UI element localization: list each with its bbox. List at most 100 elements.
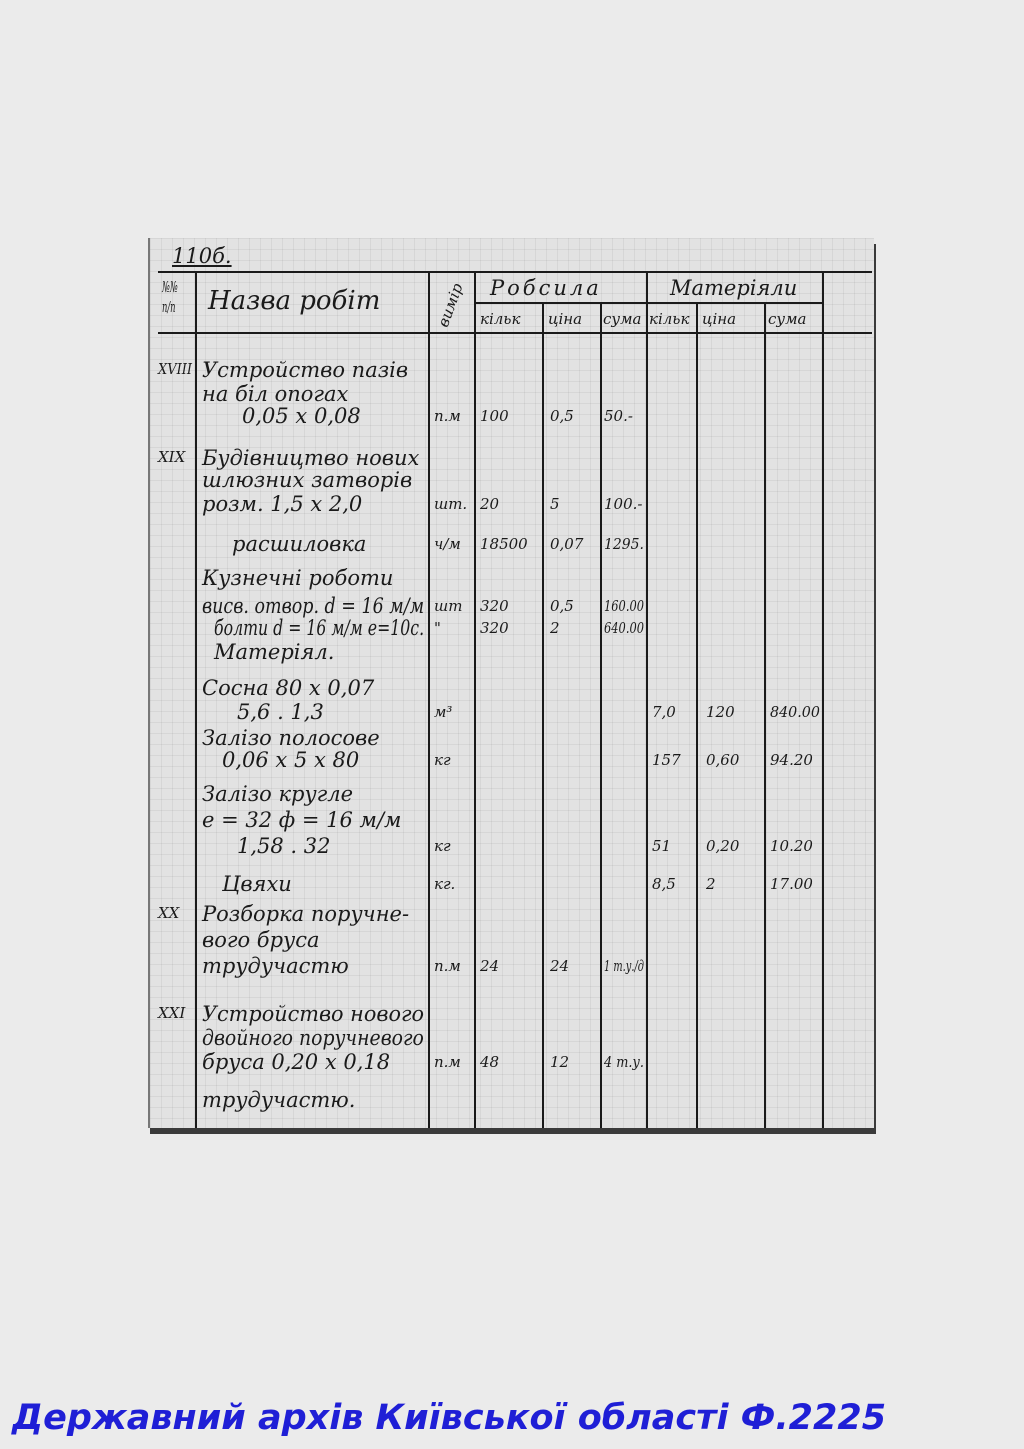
header-unit: вимір — [434, 280, 467, 330]
column-divider — [600, 302, 602, 1128]
work-description: на біл опогах — [202, 382, 349, 406]
unit: " — [434, 619, 441, 637]
labor-price: 0,5 — [550, 407, 574, 425]
work-description: Цвяхи — [222, 872, 292, 896]
unit: кг — [434, 751, 451, 769]
unit: п.м — [434, 407, 461, 425]
work-description: шлюзних затворів — [202, 468, 413, 492]
column-divider — [542, 302, 544, 1128]
column-divider — [696, 302, 698, 1128]
labor-qty: 20 — [480, 495, 500, 513]
page-number: 110б. — [172, 244, 232, 268]
work-description: Кузнечні роботи — [202, 566, 394, 590]
mat-price: 120 — [706, 703, 735, 721]
work-description: Сосна 80 x 0,07 — [202, 676, 375, 700]
labor-sum: 100.- — [604, 495, 643, 513]
work-description: двойного поручневого — [202, 1026, 424, 1050]
header-mat-sum: сума — [768, 310, 807, 328]
work-description: Розборка поручне- — [202, 902, 410, 926]
column-divider — [822, 271, 824, 1128]
mat-sum: 17.00 — [770, 875, 813, 893]
work-description: розм. 1,5 x 2,0 — [202, 492, 363, 516]
unit: шт. — [434, 495, 468, 513]
mat-qty: 157 — [652, 751, 681, 769]
work-description: Будівництво нових — [202, 446, 420, 470]
mat-qty: 7,0 — [652, 703, 676, 721]
work-description: расшиловка — [232, 532, 367, 556]
header-materials: Матеріяли — [670, 276, 798, 300]
labor-sum: 1295. — [604, 535, 644, 553]
labor-sum: 50.- — [604, 407, 633, 425]
column-divider — [195, 271, 197, 1128]
labor-sum: 4 т.у. — [604, 1053, 644, 1071]
labor-qty: 320 — [480, 619, 509, 637]
mat-sum: 10.20 — [770, 837, 813, 855]
work-description: бруса 0,20 x 0,18 — [202, 1050, 391, 1074]
work-description: трудучастю — [202, 954, 349, 978]
header-top-rule — [158, 271, 872, 273]
mat-price: 0,20 — [706, 837, 740, 855]
labor-qty: 320 — [480, 597, 509, 615]
labor-qty: 100 — [480, 407, 509, 425]
mat-price: 2 — [706, 875, 716, 893]
work-description: Устройство пазів — [202, 358, 409, 382]
mat-price: 0,60 — [706, 751, 740, 769]
unit: м³ — [434, 703, 453, 721]
row-number: XVIII — [158, 360, 192, 378]
labor-price: 2 — [550, 619, 560, 637]
labor-price: 12 — [550, 1053, 570, 1071]
header-labor-qty: кільк — [480, 310, 521, 328]
row-number: XIX — [158, 448, 186, 466]
column-divider — [428, 271, 430, 1128]
work-description: трудучастю. — [202, 1088, 356, 1112]
labor-sum: 640.00 — [604, 619, 645, 637]
row-number: XXI — [158, 1004, 186, 1022]
work-description: 0,06 x 5 x 80 — [222, 748, 360, 772]
unit: п.м — [434, 1053, 461, 1071]
header-labor-sum: сума — [603, 310, 642, 328]
labor-sum: 160.00 — [604, 597, 645, 615]
work-description: e = 32 ф = 16 м/м — [202, 808, 402, 832]
header-num: №№ п/п — [162, 278, 178, 316]
labor-price: 0,07 — [550, 535, 584, 553]
labor-qty: 48 — [480, 1053, 500, 1071]
work-description: Матеріял. — [214, 640, 335, 664]
ledger-sheet: 110б. №№ п/п Назва робіт вимір Робсила М… — [148, 238, 874, 1128]
work-description: Устройство нового — [202, 1002, 425, 1026]
header-labor-price: ціна — [548, 310, 583, 328]
column-divider — [764, 302, 766, 1128]
work-description: висв. отвор. d = 16 м/м — [202, 594, 425, 618]
labor-qty: 24 — [480, 957, 500, 975]
header-mat-qty: кільк — [649, 310, 690, 328]
unit: кг — [434, 837, 451, 855]
labor-sum: 1 т.у./д — [604, 957, 644, 975]
labor-price: 5 — [550, 495, 560, 513]
labor-qty: 18500 — [480, 535, 528, 553]
header-mat-price: ціна — [702, 310, 737, 328]
unit: шт — [434, 597, 463, 615]
unit: кг. — [434, 875, 456, 893]
work-description: Залізо кругле — [202, 782, 354, 806]
work-description: 5,6 . 1,3 — [237, 700, 324, 724]
unit: п.м — [434, 957, 461, 975]
header-sub-rule — [474, 302, 824, 304]
work-description: Залізо полосове — [202, 726, 380, 750]
row-number: XX — [158, 904, 180, 922]
labor-price: 0,5 — [550, 597, 574, 615]
mat-sum: 94.20 — [770, 751, 813, 769]
work-description: 1,58 . 32 — [237, 834, 331, 858]
mat-qty: 8,5 — [652, 875, 676, 893]
work-description: болти d = 16 м/м e=10с. — [214, 616, 425, 640]
header-bottom-rule — [158, 332, 872, 334]
archive-caption: Державний архів Київської області Ф.2225 — [12, 1398, 887, 1438]
header-labor: Робсила — [490, 276, 602, 300]
header-name: Назва робіт — [208, 286, 381, 316]
column-divider — [474, 271, 476, 1128]
mat-qty: 51 — [652, 837, 672, 855]
work-description: 0,05 x 0,08 — [242, 404, 361, 428]
column-divider — [646, 271, 648, 1128]
labor-price: 24 — [550, 957, 570, 975]
mat-sum: 840.00 — [770, 703, 820, 721]
unit: ч/м — [434, 535, 461, 553]
work-description: вого бруса — [202, 928, 320, 952]
